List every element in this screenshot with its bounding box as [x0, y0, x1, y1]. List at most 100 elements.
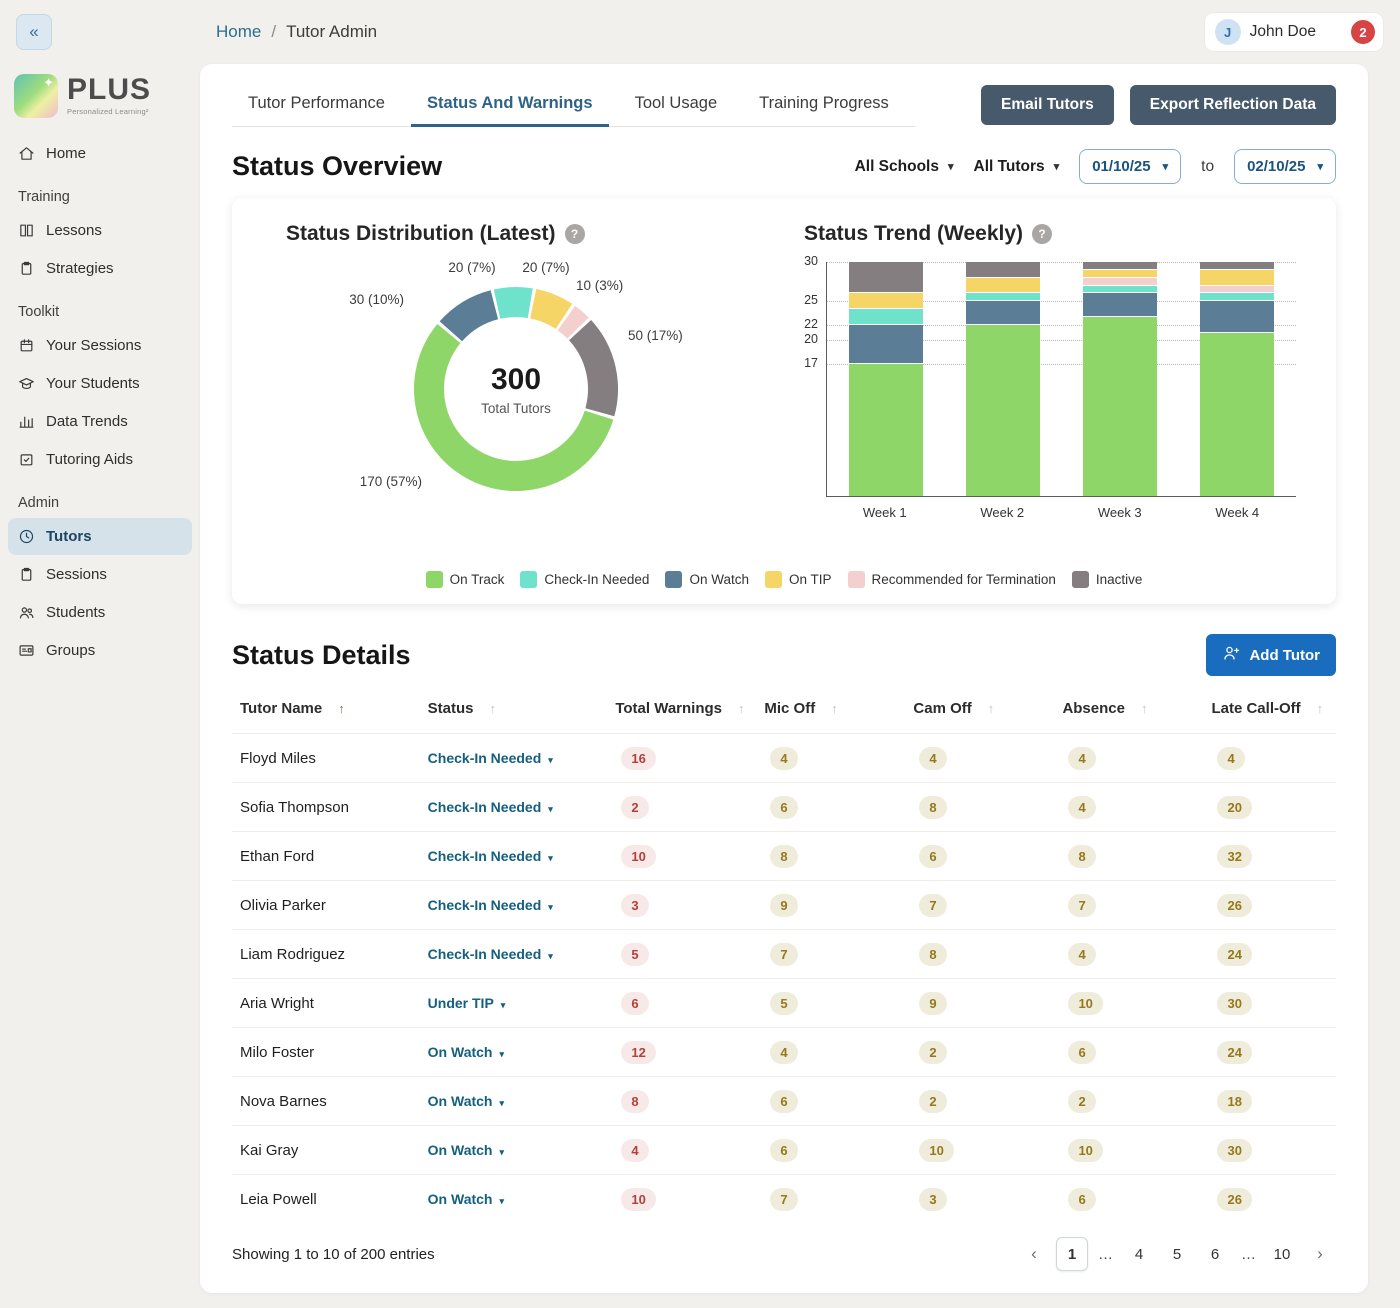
sidebar-item-label: Your Sessions — [46, 337, 142, 354]
date-to-input[interactable]: 02/10/25 ▾ — [1234, 149, 1336, 184]
status-trend-chart: Status Trend (Weekly) ? 17 20 22 25 30 Week … — [784, 222, 1320, 547]
status-dropdown[interactable]: Check-In Needed ▾ — [427, 798, 553, 815]
status-dropdown[interactable]: Check-In Needed ▾ — [427, 896, 553, 913]
status-dropdown[interactable]: Check-In Needed ▾ — [427, 945, 553, 962]
mic-off-badge: 7 — [770, 942, 798, 966]
column-header-cam-off[interactable]: Cam Off ↑ — [905, 684, 1054, 734]
status-dropdown[interactable]: On Watch ▾ — [427, 1141, 505, 1158]
tutor-name-cell: Ethan Ford — [232, 831, 420, 881]
tab-training-progress[interactable]: Training Progress — [759, 94, 889, 112]
sort-ascending-icon[interactable]: ↑ — [1140, 701, 1148, 716]
chevron-down-icon: ▾ — [947, 161, 954, 173]
mic-off-badge: 9 — [770, 893, 798, 917]
sidebar-section-label-admin: Admin — [18, 495, 60, 511]
help-icon[interactable]: ? — [1032, 224, 1053, 244]
sidebar-item-lessons[interactable]: Lessons — [8, 212, 192, 249]
column-header-mic-off[interactable]: Mic Off ↑ — [756, 684, 905, 734]
y-tick-label: 17 — [804, 355, 818, 370]
late-call-off-badge: 20 — [1217, 795, 1252, 819]
tutor-name-cell: Liam Rodriguez — [232, 929, 420, 979]
status-dropdown[interactable]: On Watch ▾ — [427, 1190, 505, 1207]
cam-off-badge: 3 — [919, 1187, 947, 1211]
sidebar-item-home[interactable]: Home — [8, 135, 192, 172]
add-tutor-button[interactable]: Add Tutor — [1206, 634, 1336, 676]
status-table: Tutor Name ↑ Status ↑ Total Warnings ↑ Mic Off… — [232, 684, 1336, 1223]
sort-ascending-icon[interactable]: ↑ — [338, 701, 345, 716]
export-reflection-data-button[interactable]: Export Reflection Data — [1129, 84, 1336, 125]
add-tutor-label: Add Tutor — [1249, 646, 1320, 664]
pagination-prev-button[interactable]: ‹ — [1018, 1237, 1050, 1271]
column-header-tutor-name[interactable]: Tutor Name ↑ — [232, 684, 420, 734]
sidebar-item-tutoring-aids[interactable]: Tutoring Aids — [8, 441, 192, 478]
gridline — [827, 363, 1296, 365]
sidebar-collapse-button[interactable]: « — [16, 14, 52, 50]
tab-tutor-performance[interactable]: Tutor Performance — [248, 94, 385, 112]
donut-chart-title: Status Distribution (Latest) — [286, 222, 556, 245]
absence-badge: 7 — [1068, 893, 1096, 917]
total-warnings-badge: 3 — [621, 893, 649, 917]
date-from-input[interactable]: 01/10/25 ▾ — [1079, 149, 1182, 184]
column-header-late-call-off[interactable]: Late Call-Off ↑ — [1203, 684, 1336, 734]
tab-tool-usage[interactable]: Tool Usage — [634, 94, 718, 112]
sidebar-item-your-sessions[interactable]: Your Sessions — [8, 327, 192, 364]
cam-off-badge: 10 — [919, 1138, 954, 1162]
sidebar-item-data-trends[interactable]: Data Trends — [8, 403, 192, 440]
sidebar-item-sessions[interactable]: Sessions — [8, 556, 192, 593]
column-header-absence[interactable]: Absence ↑ — [1054, 684, 1203, 734]
chevron-down-icon: ▾ — [548, 950, 553, 961]
pagination-ellipsis: … — [1098, 1245, 1113, 1263]
mic-off-badge: 6 — [770, 1138, 798, 1162]
sort-ascending-icon[interactable]: ↑ — [489, 701, 497, 716]
sort-ascending-icon[interactable]: ↑ — [1316, 701, 1324, 716]
top-actions: Email Tutors Export Reflection Data — [981, 84, 1336, 125]
column-header-status[interactable]: Status ↑ — [420, 684, 608, 734]
status-dropdown[interactable]: Check-In Needed ▾ — [427, 847, 553, 864]
table-row: Milo Foster On Watch ▾ 12 4 2 6 24 — [232, 1027, 1336, 1077]
person-plus-icon — [1224, 646, 1240, 660]
status-dropdown[interactable]: On Watch ▾ — [427, 1092, 505, 1109]
status-dropdown[interactable]: Check-In Needed ▾ — [427, 749, 553, 766]
sort-ascending-icon[interactable]: ↑ — [738, 701, 745, 716]
clipboard-icon — [21, 261, 32, 275]
sidebar-item-strategies[interactable]: Strategies — [8, 250, 192, 287]
pagination-page-10[interactable]: 10 — [1266, 1237, 1298, 1271]
pagination-page-1[interactable]: 1 — [1056, 1237, 1088, 1271]
user-chip[interactable]: J John Doe 2 — [1203, 12, 1384, 52]
sidebar-item-students[interactable]: Students — [8, 594, 192, 631]
tutor-filter-dropdown[interactable]: All Tutors ▾ — [974, 158, 1060, 176]
gridline — [827, 340, 1296, 342]
table-row: Liam Rodriguez Check-In Needed ▾ 5 7 8 4 24 — [232, 929, 1336, 979]
sidebar-item-label: Data Trends — [46, 413, 128, 430]
pagination-next-button[interactable]: › — [1304, 1237, 1336, 1271]
notification-badge[interactable]: 2 — [1351, 20, 1375, 44]
sparkle-icon: ✦ — [43, 75, 54, 90]
sort-ascending-icon[interactable]: ↑ — [987, 701, 995, 716]
absence-badge: 8 — [1068, 844, 1096, 868]
sidebar-item-groups[interactable]: Groups — [8, 632, 192, 669]
mic-off-badge: 4 — [770, 746, 798, 770]
sidebar-item-your-students[interactable]: Your Students — [8, 365, 192, 402]
breadcrumb-home-link[interactable]: Home — [216, 22, 262, 41]
email-tutors-button[interactable]: Email Tutors — [981, 84, 1114, 125]
tab-status-and-warnings[interactable]: Status And Warnings — [410, 82, 609, 127]
school-filter-dropdown[interactable]: All Schools ▾ — [855, 158, 954, 176]
cam-off-badge: 8 — [919, 942, 947, 966]
sort-ascending-icon[interactable]: ↑ — [831, 701, 838, 716]
chevron-down-icon: ▾ — [1317, 161, 1323, 173]
tutor-name-cell: Nova Barnes — [232, 1076, 420, 1126]
sidebar-item-tutors[interactable]: Tutors — [8, 518, 192, 555]
logo-tile-icon: ✦ — [14, 74, 58, 118]
x-axis-label: Week 1 — [862, 505, 907, 520]
sidebar-item-label: Tutoring Aids — [46, 451, 133, 468]
pagination-page-5[interactable]: 5 — [1161, 1237, 1193, 1271]
pagination-page-4[interactable]: 4 — [1123, 1237, 1155, 1271]
bars — [827, 262, 1296, 496]
status-dropdown[interactable]: Under TIP ▾ — [427, 994, 506, 1011]
sidebar-item-label: Students — [46, 604, 106, 621]
date-range-separator: to — [1201, 157, 1215, 175]
status-dropdown[interactable]: On Watch ▾ — [427, 1043, 505, 1060]
column-header-total-warnings[interactable]: Total Warnings ↑ — [607, 684, 756, 734]
column-header-label: Late Call-Off — [1211, 700, 1301, 717]
pagination-page-6[interactable]: 6 — [1199, 1237, 1231, 1271]
help-icon[interactable]: ? — [564, 224, 585, 244]
